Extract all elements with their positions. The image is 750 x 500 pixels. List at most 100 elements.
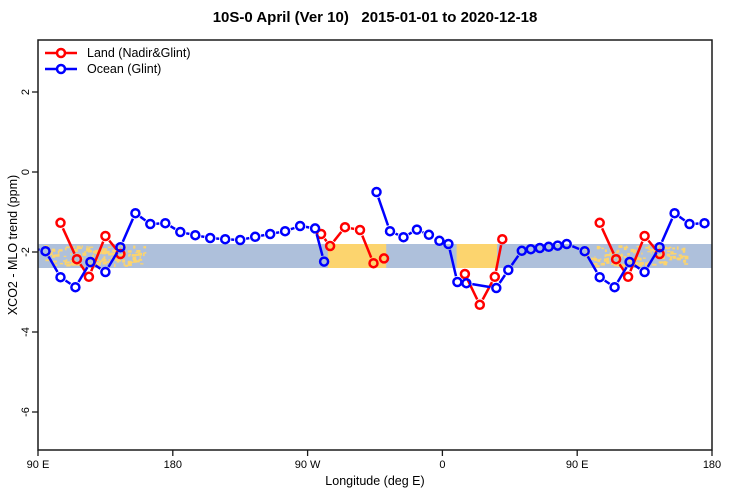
land-islands-dot xyxy=(593,258,598,262)
land-islands-dot xyxy=(637,264,643,267)
land-islands-dot xyxy=(645,246,650,249)
land-islands-dot xyxy=(628,258,632,262)
x-tick-label: 0 xyxy=(439,459,445,471)
land-islands-dot xyxy=(49,251,53,256)
y-axis-label: XCO2 - MLO trend (ppm) xyxy=(6,174,20,316)
series-line xyxy=(245,236,250,240)
land-islands-dot xyxy=(64,262,66,266)
land-islands-dot xyxy=(672,247,675,250)
land-islands-dot xyxy=(639,262,644,265)
data-point xyxy=(70,281,81,293)
land-islands-dot xyxy=(57,254,60,257)
data-point xyxy=(294,220,306,232)
land-islands-dot xyxy=(616,250,619,254)
land-islands-dot xyxy=(116,259,120,263)
land-islands-dot xyxy=(64,247,67,251)
series-line xyxy=(466,278,479,300)
land-islands-dot xyxy=(606,254,611,257)
land-islands-dot xyxy=(595,265,600,268)
plot-border xyxy=(37,39,713,451)
data-point xyxy=(190,229,201,241)
data-point xyxy=(610,253,622,265)
series-line xyxy=(361,235,373,259)
y-tick-label: -4 xyxy=(20,327,32,337)
data-point xyxy=(249,231,261,243)
data-point xyxy=(175,226,186,238)
series-line xyxy=(77,266,89,283)
land-islands-dot xyxy=(668,253,671,257)
data-point xyxy=(71,253,83,265)
data-point xyxy=(315,228,327,240)
series-land xyxy=(55,217,665,311)
land-islands-dot xyxy=(128,254,131,257)
land-islands-dot xyxy=(610,263,614,265)
data-point xyxy=(443,238,454,250)
series-line xyxy=(646,251,658,268)
data-point xyxy=(459,268,471,280)
land-islands-dot xyxy=(53,264,58,266)
land-islands-dot xyxy=(633,250,636,254)
land-islands-dot xyxy=(133,245,136,249)
land-islands-dot xyxy=(57,250,60,254)
land-islands-dot xyxy=(676,257,681,260)
land-islands-dot xyxy=(619,254,624,257)
land-islands-dot xyxy=(114,251,116,254)
land-islands-dot xyxy=(613,264,618,266)
land-islands-dot xyxy=(128,253,131,256)
land-islands-dot xyxy=(127,260,132,264)
data-point xyxy=(279,225,291,237)
land-islands-dot xyxy=(642,257,646,259)
series-line xyxy=(200,235,205,239)
land-islands-dot xyxy=(80,247,82,250)
land-islands-dot xyxy=(621,263,624,267)
data-point xyxy=(684,218,695,230)
series-line xyxy=(139,215,147,222)
x-tick-label: 180 xyxy=(164,459,182,471)
series-ocean xyxy=(38,186,710,294)
land-islands-dot xyxy=(636,245,642,248)
land-islands-dot xyxy=(131,254,137,257)
land-islands-dot xyxy=(73,248,78,252)
land-islands-dot xyxy=(601,262,605,266)
land-islands-dot xyxy=(81,245,83,248)
series-line xyxy=(94,264,102,270)
data-point xyxy=(83,271,95,283)
land-islands-dot xyxy=(71,263,77,266)
land-islands-dot xyxy=(645,264,648,267)
data-point xyxy=(368,257,379,269)
land-islands-dot xyxy=(136,254,140,256)
land-islands-dot xyxy=(666,247,670,250)
land-islands-dot xyxy=(682,250,685,252)
land-islands-dot xyxy=(680,256,684,259)
land-islands-dot xyxy=(70,253,72,256)
land-islands-dot xyxy=(652,263,657,266)
series-line xyxy=(121,218,135,243)
land-islands-dot xyxy=(65,246,70,249)
land-islands-dot xyxy=(51,248,55,252)
land-islands-dot xyxy=(624,256,627,258)
data-point xyxy=(579,245,590,257)
series-line xyxy=(586,255,598,273)
land-islands-dot xyxy=(665,261,668,264)
series-line xyxy=(275,231,280,235)
land-islands-dot xyxy=(670,251,674,255)
land-islands-dot xyxy=(127,250,132,253)
land-islands-dot xyxy=(597,259,601,263)
land-islands-dot xyxy=(621,253,623,256)
land-islands-dot xyxy=(114,263,116,267)
land-islands-dot xyxy=(94,249,98,253)
land-islands-dot xyxy=(632,249,637,252)
data-point xyxy=(318,256,330,267)
land-islands-dot xyxy=(52,254,56,258)
x-tick-label: 90 W xyxy=(295,459,321,471)
land-islands-dot xyxy=(618,245,623,248)
land-islands-dot xyxy=(139,252,141,256)
land-islands-dot xyxy=(634,262,639,266)
land-islands-dot xyxy=(135,252,137,254)
land-islands-dot xyxy=(598,246,601,248)
land-islands-dot xyxy=(663,263,668,266)
series-line xyxy=(107,251,119,268)
land-islands-dot xyxy=(669,259,673,261)
data-point xyxy=(204,232,216,244)
land-islands-dot xyxy=(101,259,107,262)
